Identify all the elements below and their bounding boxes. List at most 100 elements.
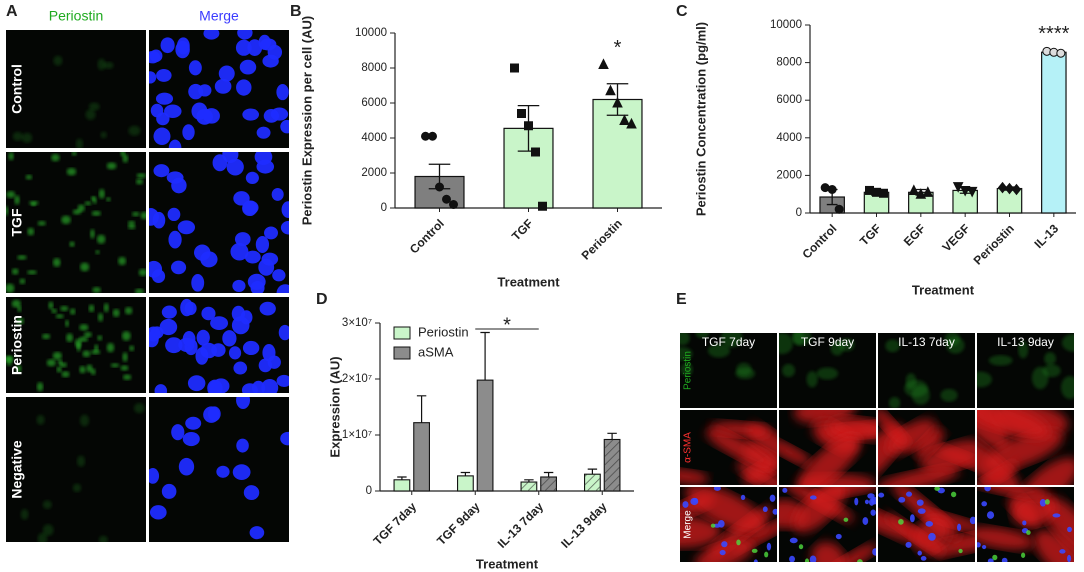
cell [950,491,957,498]
cell [258,34,271,50]
cell [255,235,270,254]
cell [37,220,46,226]
cell [977,542,981,548]
cell [76,455,86,467]
cell [1018,341,1029,359]
cell [60,305,69,312]
fibre [685,487,767,534]
cell [258,358,273,373]
cell [6,283,15,293]
cell [88,102,100,111]
point [997,181,1008,194]
cell [1052,513,1061,518]
cell [97,58,106,71]
cell [247,273,266,290]
cell [809,555,817,562]
fibre [779,438,811,466]
point [598,58,609,69]
cell [79,365,86,374]
cell [127,225,136,230]
bar-hatch [540,477,557,491]
bar-hatch [584,474,601,491]
y-tick-label: 1×10⁷ [342,429,372,441]
cell [1061,376,1074,400]
x-tick-label: TGF 7day [371,499,420,548]
cell [254,152,273,166]
cell [97,335,103,341]
cell [928,532,936,541]
point [619,114,630,125]
cell [78,336,89,342]
cell [42,500,52,509]
y-tick-label: 0 [381,202,387,214]
cell [134,288,144,293]
fibre [920,440,975,473]
cell [682,501,689,508]
cell [680,333,690,346]
cell [178,457,195,476]
cell [710,523,716,528]
cell [988,355,1013,366]
significance: * [614,37,622,59]
cell [98,312,104,322]
cell [230,242,249,261]
micrograph [977,487,1074,562]
cell [720,333,743,348]
cell [798,544,804,550]
point [428,131,437,141]
cell [50,153,60,162]
cell [65,319,70,328]
cell [1021,552,1026,558]
fibre [680,468,709,485]
error-bar [607,432,617,440]
cell [171,177,187,194]
cell [100,131,107,139]
cell [79,324,89,331]
cell [232,464,251,480]
cell [1026,530,1031,535]
cell [96,234,106,244]
y-axis-label: Periostin Expression per cell (AU) [299,16,314,226]
cell [188,60,202,76]
panel-letter: B [290,3,302,20]
cell [753,559,758,562]
cell [957,523,962,532]
legend-label: Periostin [418,324,469,339]
legend-label: aSMA [418,344,454,359]
cell [870,509,876,516]
fibre [977,410,1050,439]
row-label: Periostin [9,315,25,375]
cell [155,92,174,105]
bar [413,422,430,492]
bar-hatch [521,482,537,491]
y-tick-label: 8000 [361,62,387,74]
cell [149,71,157,84]
cell [84,201,92,206]
cell [161,305,177,319]
cell [20,509,29,520]
cell [216,465,230,478]
cell [719,549,726,556]
cell [872,548,876,556]
cell [1022,520,1027,526]
x-tick-label: EGF [901,221,928,248]
cell [233,191,250,206]
row-label: TGF [9,208,25,236]
cell [242,200,258,217]
point [605,84,616,96]
point [442,194,451,204]
cell [261,379,279,393]
cell [764,551,769,558]
cell [271,187,284,201]
point [612,96,623,108]
x-tick-label: TGF [509,216,536,243]
cell [198,84,212,97]
cell [11,268,19,275]
cell [120,152,126,157]
cell [1059,549,1066,554]
cell [986,511,995,519]
micrograph-bg [6,397,146,542]
cell [16,317,24,325]
point [879,188,888,198]
